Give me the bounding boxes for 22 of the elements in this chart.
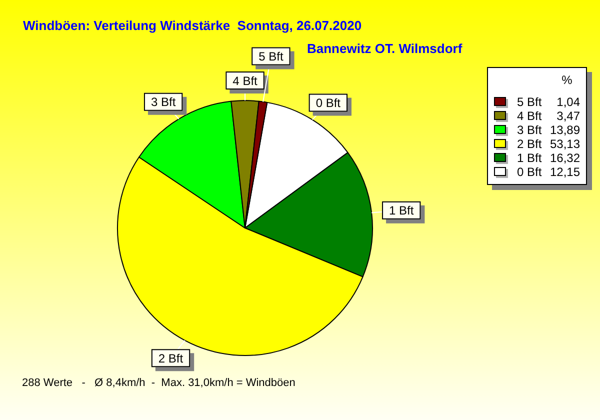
- data-label: 53,13: [550, 137, 580, 151]
- data-label: 3,47: [556, 109, 580, 123]
- text: 288 Werte - Ø 8,4km/h - Max. 31,0km/h = Windböen: [22, 377, 296, 389]
- data-label: 1,04: [556, 95, 580, 109]
- legend-label: 3 Bft: [517, 123, 542, 137]
- legend-label: 4 Bft: [517, 109, 542, 123]
- chart-subtitle: Bannewitz OT. Wilmsdorf: [307, 41, 463, 56]
- slice-label: 5 Bft: [258, 50, 284, 64]
- slice-label: 1 Bft: [389, 204, 414, 218]
- legend-label: 0 Bft: [517, 165, 542, 179]
- legend-title: %: [562, 73, 573, 87]
- slice-label: 3 Bft: [150, 95, 176, 110]
- slice-label: 4 Bft: [232, 74, 258, 88]
- slice-label: 2 Bft: [158, 351, 184, 366]
- data-label: 16,32: [550, 151, 580, 165]
- data-label: 12,15: [550, 165, 580, 179]
- slice-label: 0 Bft: [316, 96, 342, 110]
- data-label: 13,89: [550, 123, 580, 137]
- legend-label: 5 Bft: [517, 95, 542, 109]
- legend-label: 2 Bft: [517, 137, 542, 151]
- chart-title: Windböen: Verteilung Windstärke Sonntag, 26.07.2020: [23, 18, 362, 33]
- legend-label: 1 Bft: [517, 151, 542, 165]
